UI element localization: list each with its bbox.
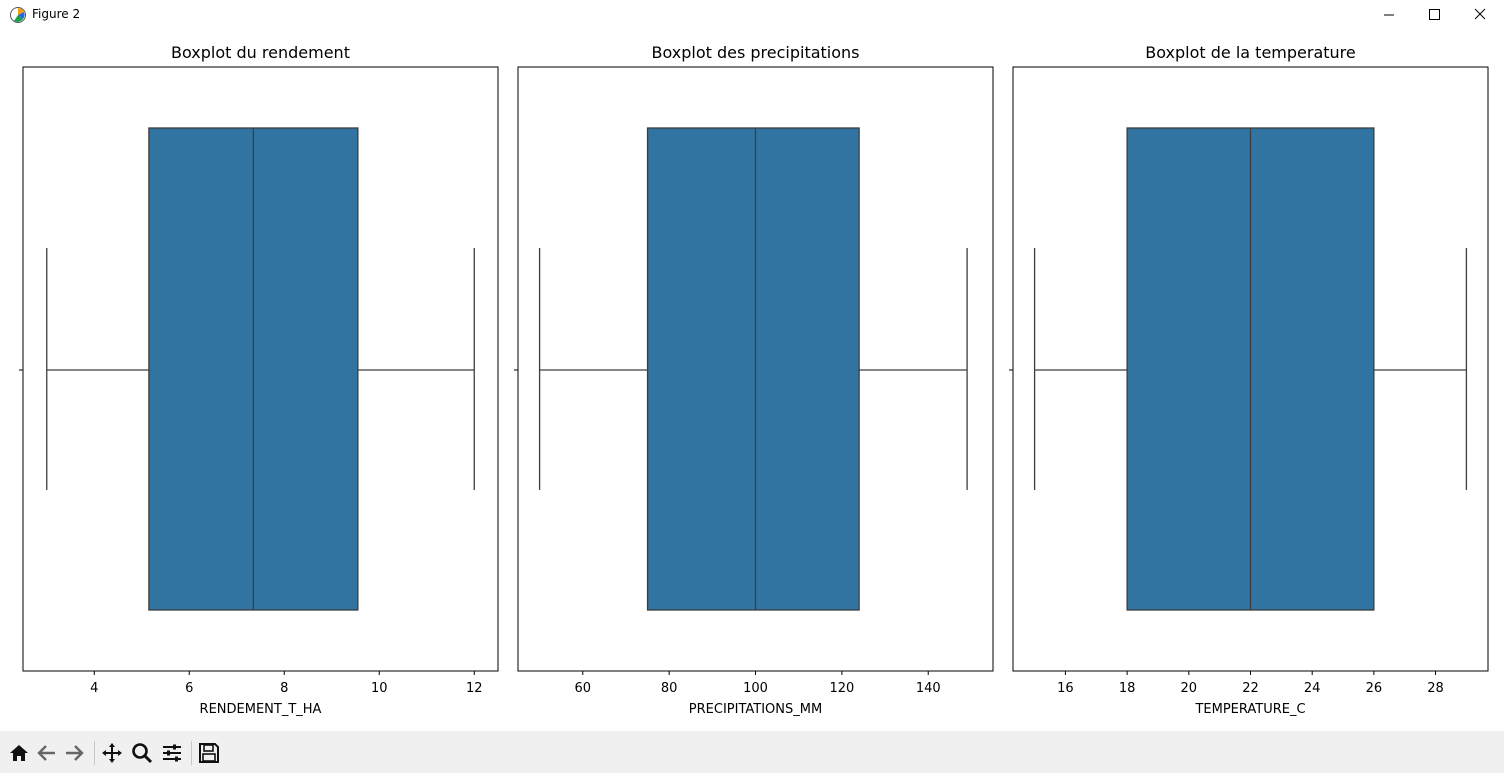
figure-svg: Boxplot du rendement 4 6 8 10 12 RENDEMENT_T_H… <box>19 43 1489 717</box>
back-icon[interactable] <box>35 741 59 765</box>
x-tick-label: 4 <box>90 681 98 696</box>
x-tick-label: 120 <box>829 681 854 696</box>
minimize-button[interactable] <box>1366 0 1412 30</box>
toolbar-separator <box>191 741 192 765</box>
configure-icon[interactable] <box>160 741 184 765</box>
x-tick-label: 18 <box>1119 681 1136 696</box>
x-tick-label: 10 <box>371 681 388 696</box>
x-axis-label: PRECIPITATIONS_MM <box>689 702 822 717</box>
x-tick-label: 20 <box>1181 681 1198 696</box>
figure-canvas: Boxplot du rendement 4 6 8 10 12 RENDEMENT_T_H… <box>0 30 1504 730</box>
x-tick-label: 80 <box>661 681 678 696</box>
home-icon[interactable] <box>7 741 31 765</box>
axes-title: Boxplot des precipitations <box>651 43 859 62</box>
matplotlib-logo-icon <box>10 7 26 23</box>
close-button[interactable] <box>1458 0 1504 30</box>
axes-frame <box>22 66 499 672</box>
x-tick-label: 6 <box>185 681 193 696</box>
x-tick-label: 8 <box>280 681 288 696</box>
x-axis-label: RENDEMENT_T_HA <box>200 702 322 717</box>
x-tick-label: 24 <box>1304 681 1321 696</box>
x-tick-label: 22 <box>1242 681 1259 696</box>
toolbar-separator <box>94 741 95 765</box>
iqr-box <box>646 127 860 611</box>
x-tick-label: 16 <box>1057 681 1074 696</box>
x-tick-label: 140 <box>916 681 941 696</box>
x-tick-label: 12 <box>466 681 483 696</box>
title-bar: Figure 2 <box>0 0 1504 30</box>
forward-icon[interactable] <box>62 741 86 765</box>
axes-title: Boxplot du rendement <box>171 43 350 62</box>
pan-icon[interactable] <box>100 741 124 765</box>
window-title: Figure 2 <box>32 7 81 21</box>
maximize-button[interactable] <box>1412 0 1458 30</box>
navigation-toolbar <box>0 731 1504 773</box>
x-tick-label: 28 <box>1427 681 1444 696</box>
save-icon[interactable] <box>197 741 221 765</box>
x-tick-label: 100 <box>743 681 768 696</box>
x-axis-label: TEMPERATURE_C <box>1194 702 1305 717</box>
x-tick-label: 26 <box>1366 681 1383 696</box>
zoom-icon[interactable] <box>130 741 154 765</box>
axes-title: Boxplot de la temperature <box>1145 43 1355 62</box>
x-tick-label: 60 <box>574 681 591 696</box>
